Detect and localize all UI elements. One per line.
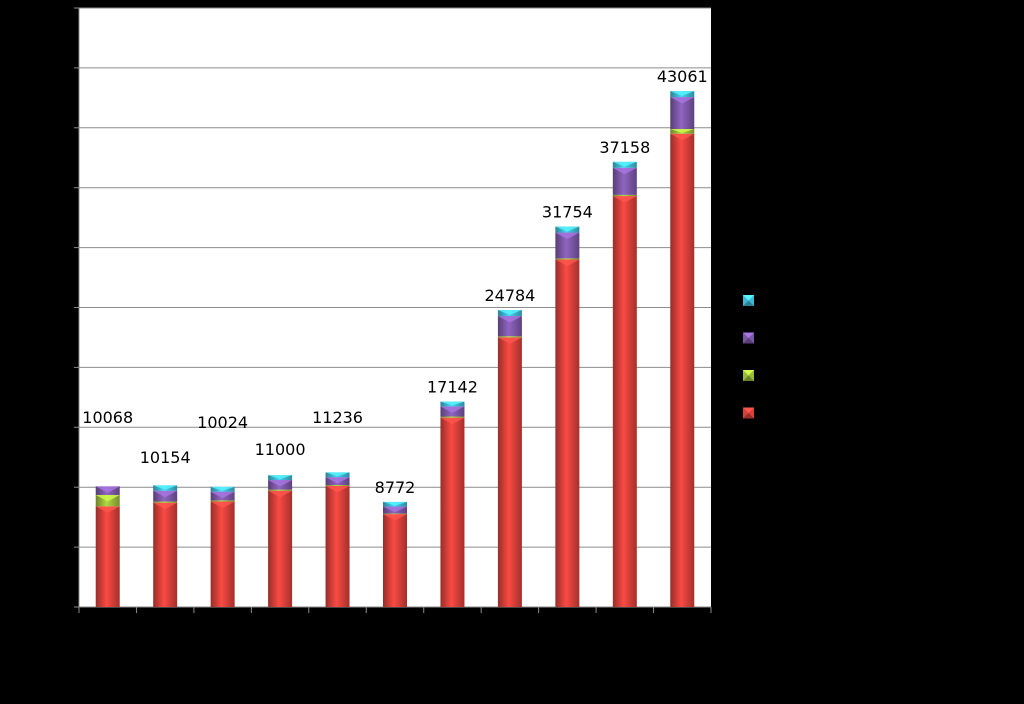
- total-label: 10154: [140, 448, 191, 467]
- bar-segment: [612, 196, 637, 607]
- bar-segment-bevel: [440, 406, 465, 413]
- gridlines: [79, 7, 711, 548]
- bar-segment-bevel: [670, 97, 695, 104]
- total-label: 43061: [657, 67, 708, 86]
- total-label: 8772: [375, 478, 416, 497]
- bar-segment-bevel: [612, 161, 637, 167]
- legend-item: [743, 295, 754, 306]
- bar-segment-bevel: [153, 485, 178, 490]
- legend-item: [743, 370, 754, 381]
- bar-segment: [153, 501, 178, 503]
- bar-segment: [325, 485, 350, 487]
- bar-segment: [440, 417, 465, 607]
- bar-segment-bevel: [153, 502, 178, 510]
- bar-segment-bevel: [555, 232, 580, 239]
- bar-segment: [612, 194, 637, 197]
- bar-segment-bevel: [210, 486, 235, 491]
- bar-segment: [268, 490, 293, 607]
- bar-segment: [555, 258, 580, 260]
- bar-segment: [555, 259, 580, 607]
- legend-swatch-bevel: [743, 295, 754, 301]
- legend-item: [743, 407, 754, 419]
- legend-swatch-shade: [743, 375, 754, 381]
- legend-swatch-bevel: [743, 370, 754, 376]
- bar-segment-bevel: [497, 316, 522, 323]
- legend-swatch-shade: [743, 338, 754, 344]
- total-label: 24784: [484, 286, 535, 305]
- bar-segment: [497, 337, 522, 607]
- bar-segment-bevel: [268, 475, 293, 480]
- total-label: 11000: [255, 440, 306, 459]
- bar-segment: [670, 133, 695, 608]
- bar-segment-bevel: [670, 91, 695, 96]
- bar-segment-bevel: [268, 490, 293, 498]
- bar-segment-bevel: [210, 491, 235, 499]
- bar-segment: [440, 416, 465, 418]
- bar-segment-bevel: [612, 167, 637, 175]
- bar-segment: [383, 513, 407, 515]
- bar-segment-bevel: [268, 480, 293, 487]
- bar-segment-bevel: [95, 486, 120, 493]
- total-label: 11236: [312, 408, 363, 427]
- bar-segment-bevel: [440, 401, 465, 406]
- bar-segment-bevel: [497, 310, 522, 315]
- total-label: 10068: [82, 408, 133, 427]
- bar-segment-bevel: [670, 128, 695, 133]
- total-label: 37158: [599, 138, 650, 157]
- bar-segment-bevel: [325, 486, 350, 493]
- bar-segment-bevel: [383, 501, 407, 506]
- bar-segment: [497, 316, 522, 337]
- bar-segment-bevel: [325, 477, 350, 484]
- total-label: 10024: [197, 413, 248, 432]
- bar-segment: [268, 489, 293, 491]
- legend: [743, 295, 754, 419]
- bar-segment-bevel: [497, 337, 522, 344]
- bar-segment: [153, 502, 178, 607]
- total-label: 17142: [427, 378, 478, 397]
- total-label: 31754: [542, 203, 593, 222]
- bar-segment-bevel: [95, 494, 120, 502]
- bar-segment: [325, 486, 350, 607]
- legend-item: [743, 332, 754, 344]
- legend-swatch-bevel: [743, 407, 754, 413]
- bar-segment: [95, 506, 120, 607]
- legend-swatch-shade: [743, 300, 754, 306]
- legend-swatch-bevel: [743, 332, 754, 338]
- bar-segment-bevel: [95, 506, 120, 513]
- bar-segment: [497, 336, 522, 338]
- bar-segment-bevel: [210, 501, 235, 508]
- bar-segment-bevel: [383, 506, 407, 513]
- bar-segment-bevel: [612, 196, 637, 203]
- bar-segment: [210, 500, 235, 502]
- bar-segment-bevel: [383, 514, 407, 521]
- bar-segment-bevel: [325, 472, 350, 477]
- legend-swatch-shade: [743, 413, 754, 419]
- bar-segment: [210, 501, 235, 607]
- total-labels: 10068 10154 10024 11000 11236 8772 17142 24784 3…: [82, 67, 707, 497]
- bar-segment-bevel: [670, 133, 695, 141]
- bar-segment-bevel: [440, 417, 465, 425]
- bar-segment: [383, 514, 407, 607]
- bar-segment-bevel: [555, 259, 580, 266]
- bar-segment-bevel: [153, 490, 178, 498]
- bars: [95, 91, 695, 608]
- bar-segment-bevel: [555, 226, 580, 232]
